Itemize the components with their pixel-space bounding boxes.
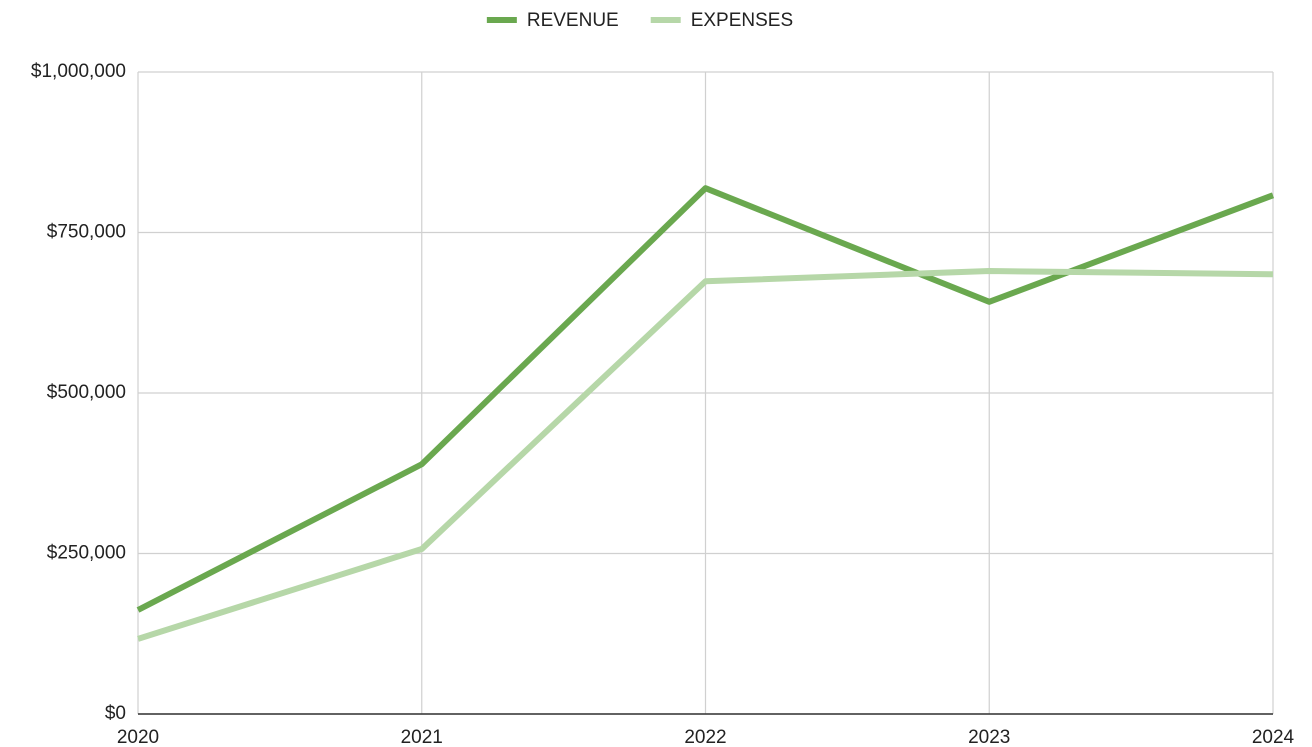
legend-label: EXPENSES <box>691 10 793 31</box>
y-tick-label: $1,000,000 <box>31 61 126 82</box>
series-line <box>136 185 1275 613</box>
x-tick-label: 2020 <box>117 727 159 747</box>
legend-label: REVENUE <box>527 10 619 31</box>
x-tick-label: 2024 <box>1252 727 1295 747</box>
legend-item: REVENUE <box>486 10 619 31</box>
y-tick-label: $500,000 <box>47 382 126 403</box>
y-tick-label: $0 <box>105 703 126 724</box>
x-tick-label: 2022 <box>684 727 726 747</box>
x-tick-label: 2023 <box>968 727 1010 747</box>
legend-item: EXPENSES <box>650 10 793 31</box>
series-line <box>137 268 1274 642</box>
legend: REVENUE EXPENSES <box>486 10 793 31</box>
x-tick-label: 2021 <box>401 727 443 747</box>
y-tick-label: $250,000 <box>47 543 126 564</box>
y-tick-label: $750,000 <box>47 222 126 243</box>
